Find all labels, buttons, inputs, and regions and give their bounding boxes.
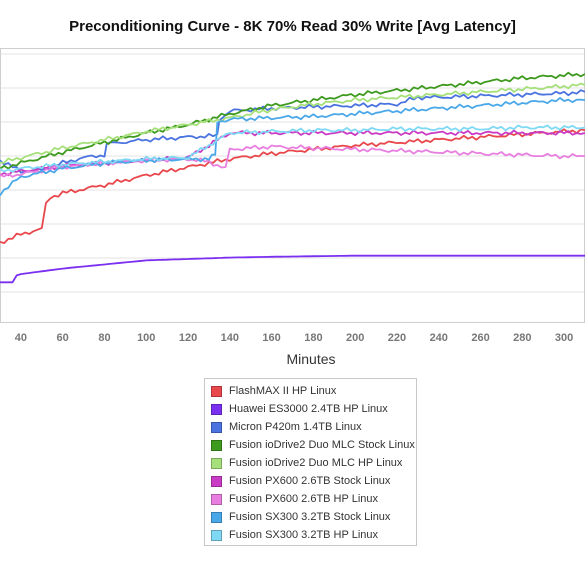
- legend-swatch: [211, 457, 222, 469]
- legend-swatch: [211, 475, 222, 487]
- legend-label: Huawei ES3000 2.4TB HP Linux: [229, 403, 388, 415]
- legend-swatch: [211, 385, 222, 397]
- grid-lines: [0, 48, 585, 323]
- series-line-1: [0, 254, 585, 284]
- legend-label: Fusion ioDrive2 Duo MLC Stock Linux: [229, 439, 415, 451]
- series-line-4: [0, 82, 585, 164]
- legend-item[interactable]: FlashMAX II HP Linux: [211, 382, 416, 400]
- x-tick-label: 260: [471, 332, 489, 344]
- legend-item[interactable]: Fusion SX300 3.2TB Stock Linux: [211, 508, 416, 526]
- x-tick-label: 200: [346, 332, 364, 344]
- series-lines: [0, 71, 585, 284]
- legend-item[interactable]: Fusion PX600 2.6TB HP Linux: [211, 490, 416, 508]
- x-tick-label: 220: [388, 332, 406, 344]
- x-tick-label: 40: [15, 332, 27, 344]
- legend-label: Fusion PX600 2.6TB HP Linux: [229, 493, 378, 505]
- legend-swatch: [211, 529, 222, 541]
- x-tick-label: 180: [304, 332, 322, 344]
- x-tick-label: 140: [221, 332, 239, 344]
- x-tick-label: 240: [430, 332, 448, 344]
- series-line-8: [0, 124, 585, 173]
- x-tick-label: 280: [513, 332, 531, 344]
- x-tick-label: 60: [57, 332, 69, 344]
- x-tick-label: 160: [262, 332, 280, 344]
- legend-label: Fusion SX300 3.2TB HP Linux: [229, 529, 378, 541]
- legend-label: Micron P420m 1.4TB Linux: [229, 421, 362, 433]
- legend-label: Fusion ioDrive2 Duo MLC HP Linux: [229, 457, 403, 469]
- legend-swatch: [211, 511, 222, 523]
- legend-swatch: [211, 421, 222, 433]
- legend-item[interactable]: Fusion ioDrive2 Duo MLC Stock Linux: [211, 436, 416, 454]
- legend-item[interactable]: Fusion PX600 2.6TB Stock Linux: [211, 472, 416, 490]
- legend-label: FlashMAX II HP Linux: [229, 385, 337, 397]
- chart-title: Preconditioning Curve - 8K 70% Read 30% …: [69, 18, 516, 35]
- legend-item[interactable]: Fusion SX300 3.2TB HP Linux: [211, 526, 416, 544]
- legend-label: Fusion PX600 2.6TB Stock Linux: [229, 475, 391, 487]
- legend-swatch: [211, 403, 222, 415]
- plot-frame: [0, 48, 585, 323]
- legend-swatch: [211, 493, 222, 505]
- legend-swatch: [211, 439, 222, 451]
- series-line-7: [0, 97, 585, 197]
- legend-item[interactable]: Micron P420m 1.4TB Linux: [211, 418, 416, 436]
- x-tick-label: 80: [98, 332, 110, 344]
- x-tick-label: 300: [555, 332, 573, 344]
- legend-label: Fusion SX300 3.2TB Stock Linux: [229, 511, 391, 523]
- x-tick-label: 100: [137, 332, 155, 344]
- legend-item[interactable]: Fusion ioDrive2 Duo MLC HP Linux: [211, 454, 416, 472]
- x-tick-label: 120: [179, 332, 197, 344]
- x-axis-title: Minutes: [286, 351, 335, 367]
- legend: FlashMAX II HP Linux Huawei ES3000 2.4TB …: [204, 378, 417, 546]
- series-line-2: [0, 89, 585, 174]
- legend-item[interactable]: Huawei ES3000 2.4TB HP Linux: [211, 400, 416, 418]
- x-tick-labels: 40 60 80 100 120 140 160 180 200 220 240 260 280 300: [15, 332, 574, 344]
- series-line-0: [0, 128, 585, 245]
